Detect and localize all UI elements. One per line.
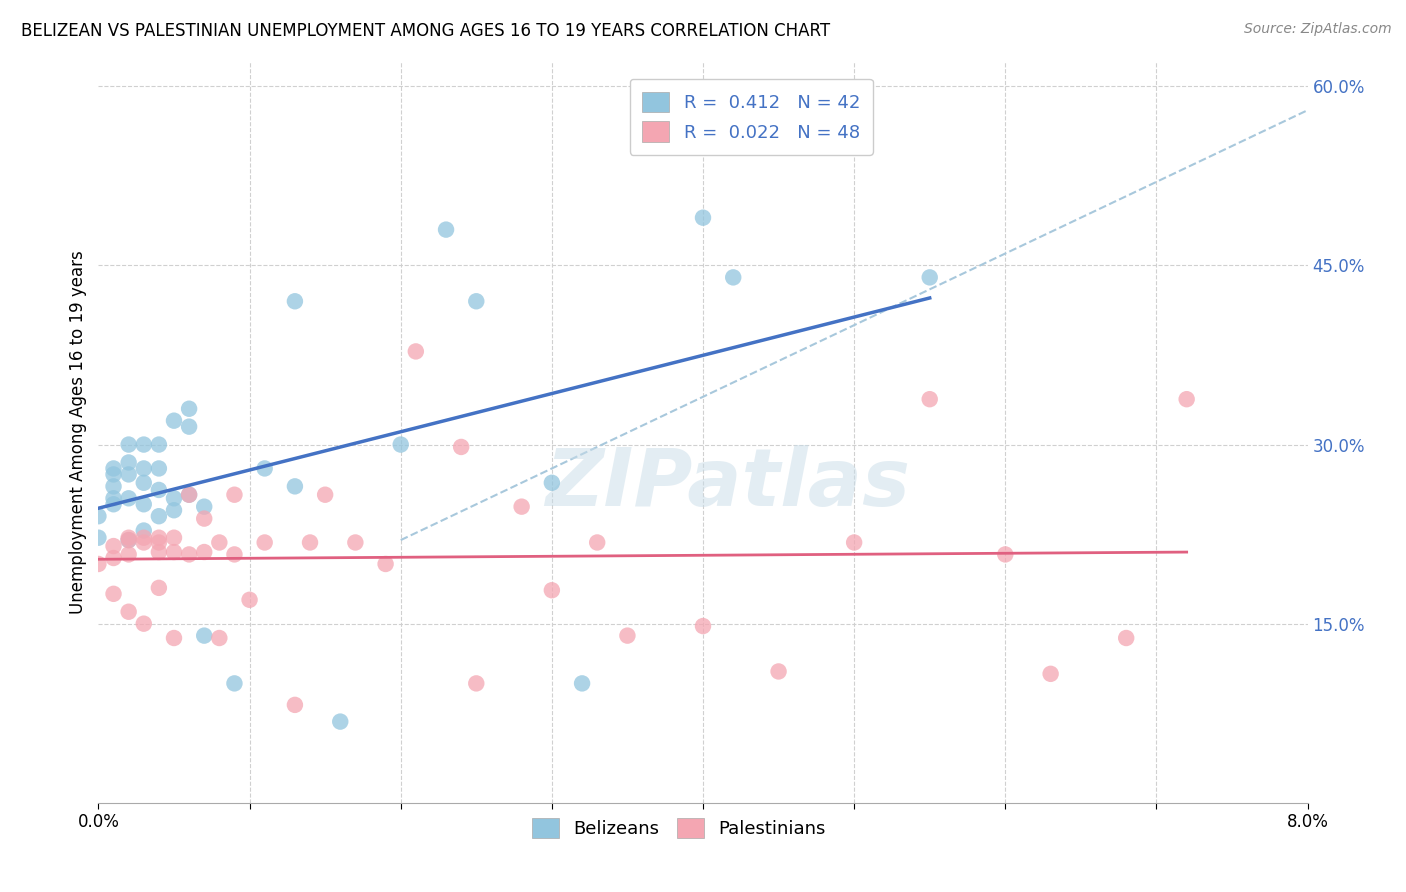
Point — [193, 500, 215, 514]
Point — [405, 344, 427, 359]
Point — [148, 509, 170, 524]
Point — [87, 557, 110, 571]
Point — [103, 491, 125, 506]
Point — [224, 488, 246, 502]
Point — [148, 535, 170, 549]
Point — [148, 545, 170, 559]
Y-axis label: Unemployment Among Ages 16 to 19 years: Unemployment Among Ages 16 to 19 years — [69, 251, 87, 615]
Point — [374, 557, 396, 571]
Point — [1175, 392, 1198, 407]
Point — [163, 545, 186, 559]
Point — [103, 551, 125, 566]
Point — [179, 488, 201, 502]
Point — [284, 294, 307, 309]
Point — [148, 581, 170, 595]
Point — [118, 455, 141, 469]
Point — [299, 535, 322, 549]
Point — [253, 535, 276, 549]
Point — [103, 497, 125, 511]
Point — [1039, 666, 1062, 681]
Point — [1115, 631, 1137, 645]
Point — [918, 392, 941, 407]
Point — [148, 437, 170, 451]
Point — [329, 714, 352, 729]
Point — [118, 605, 141, 619]
Point — [692, 211, 714, 225]
Point — [118, 467, 141, 482]
Point — [179, 401, 201, 416]
Point — [224, 676, 246, 690]
Legend: Belizeans, Palestinians: Belizeans, Palestinians — [520, 806, 837, 849]
Point — [253, 461, 276, 475]
Point — [132, 616, 155, 631]
Point — [314, 488, 336, 502]
Point — [586, 535, 609, 549]
Point — [389, 437, 412, 451]
Point — [510, 500, 533, 514]
Point — [465, 294, 488, 309]
Point — [465, 676, 488, 690]
Point — [132, 475, 155, 490]
Text: BELIZEAN VS PALESTINIAN UNEMPLOYMENT AMONG AGES 16 TO 19 YEARS CORRELATION CHART: BELIZEAN VS PALESTINIAN UNEMPLOYMENT AMO… — [21, 22, 830, 40]
Point — [87, 509, 110, 524]
Point — [118, 437, 141, 451]
Point — [208, 631, 231, 645]
Point — [118, 533, 141, 547]
Text: Source: ZipAtlas.com: Source: ZipAtlas.com — [1244, 22, 1392, 37]
Point — [148, 531, 170, 545]
Point — [87, 531, 110, 545]
Point — [179, 488, 201, 502]
Point — [179, 548, 201, 562]
Point — [163, 414, 186, 428]
Point — [132, 524, 155, 538]
Point — [224, 548, 246, 562]
Point — [450, 440, 472, 454]
Point — [616, 629, 638, 643]
Point — [193, 629, 215, 643]
Point — [103, 539, 125, 553]
Point — [163, 491, 186, 506]
Point — [284, 479, 307, 493]
Point — [103, 587, 125, 601]
Point — [118, 531, 141, 545]
Point — [103, 479, 125, 493]
Point — [132, 437, 155, 451]
Text: ZIPatlas: ZIPatlas — [544, 445, 910, 524]
Point — [768, 665, 790, 679]
Point — [132, 461, 155, 475]
Point — [193, 545, 215, 559]
Point — [723, 270, 745, 285]
Point — [344, 535, 367, 549]
Point — [103, 461, 125, 475]
Point — [918, 270, 941, 285]
Point — [179, 419, 201, 434]
Point — [118, 548, 141, 562]
Point — [434, 222, 457, 236]
Point — [844, 535, 866, 549]
Point — [692, 619, 714, 633]
Point — [132, 535, 155, 549]
Point — [208, 535, 231, 549]
Point — [193, 511, 215, 525]
Point — [540, 583, 562, 598]
Point — [994, 548, 1017, 562]
Point — [132, 497, 155, 511]
Point — [540, 475, 562, 490]
Point — [118, 491, 141, 506]
Point — [163, 503, 186, 517]
Point — [118, 533, 141, 547]
Point — [284, 698, 307, 712]
Point — [163, 631, 186, 645]
Point — [148, 461, 170, 475]
Point — [163, 531, 186, 545]
Point — [132, 531, 155, 545]
Point — [239, 592, 262, 607]
Point — [148, 483, 170, 497]
Point — [103, 467, 125, 482]
Point — [571, 676, 593, 690]
